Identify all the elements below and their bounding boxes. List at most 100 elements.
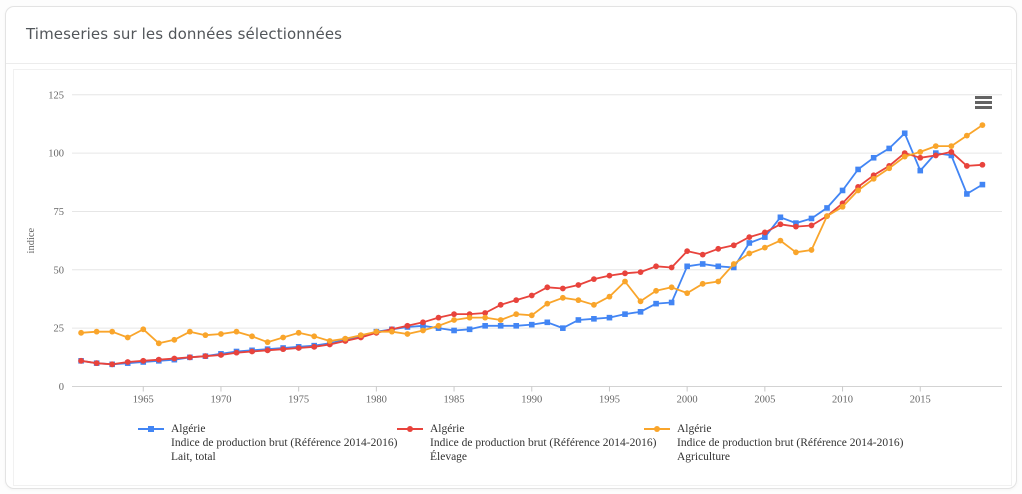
data-point [979, 181, 986, 188]
data-point [839, 203, 846, 210]
x-axis-labels: 1965 1970 1975 1980 1985 1990 1995 2000 2005 2010… [133, 395, 931, 406]
data-point [808, 215, 815, 222]
data-point [218, 331, 224, 337]
chart-context-menu-button[interactable] [972, 94, 996, 114]
y-axis-title: indice [26, 227, 37, 253]
data-point [948, 143, 955, 149]
data-point [761, 229, 768, 236]
data-point [420, 319, 426, 326]
data-point [186, 328, 193, 335]
data-point [78, 329, 84, 336]
data-point [684, 248, 691, 255]
data-point [777, 221, 784, 228]
data-point [668, 264, 675, 271]
data-point [824, 205, 830, 211]
x-tick-label: 1980 [366, 395, 387, 406]
data-point [326, 338, 333, 344]
legend-item-elevage[interactable]: Algérie Indice de production brut (Référ… [397, 422, 656, 464]
x-tick-label: 1985 [444, 395, 465, 406]
data-point [979, 122, 986, 128]
data-point [761, 244, 768, 251]
data-point [373, 328, 380, 335]
data-point [466, 326, 473, 333]
data-point [482, 323, 488, 329]
data-point [622, 270, 628, 277]
legend-indicator: Indice de production brut (Référence 201… [430, 437, 657, 449]
data-point [730, 261, 737, 267]
data-point [699, 261, 706, 267]
legend-indicator: Indice de production brut (Référence 201… [171, 437, 398, 449]
data-point [528, 292, 535, 299]
data-point [560, 325, 566, 331]
data-point [606, 314, 613, 321]
data-point [140, 326, 147, 333]
data-point [280, 334, 287, 341]
data-point [637, 298, 644, 305]
data-point [544, 284, 551, 291]
data-point [684, 263, 690, 270]
data-point [793, 220, 799, 226]
data-point [435, 322, 442, 329]
data-point [109, 361, 116, 368]
data-point [513, 323, 520, 329]
data-point [280, 346, 287, 353]
legend-item-agriculture[interactable]: Algérie Indice de production brut (Référ… [644, 422, 903, 464]
data-point [699, 280, 706, 287]
data-point [870, 154, 877, 161]
data-point [963, 163, 970, 169]
y-tick-label: 100 [48, 149, 64, 160]
data-point [482, 310, 489, 316]
data-point [964, 191, 970, 197]
data-point [420, 327, 426, 334]
legend-indicator: Indice de production brut (Référence 201… [677, 437, 904, 449]
data-point [777, 237, 784, 244]
data-point [917, 149, 924, 155]
data-point [762, 234, 768, 240]
x-tick-label: 1965 [133, 395, 154, 406]
data-point [606, 272, 613, 279]
y-tick-label: 25 [54, 324, 65, 335]
data-point [264, 339, 271, 346]
data-point [233, 328, 240, 335]
data-point [218, 352, 224, 358]
series-0 [78, 130, 986, 368]
data-point [793, 249, 799, 256]
x-tick-label: 2005 [754, 395, 775, 406]
data-point [963, 132, 970, 139]
grid-lines [72, 94, 1002, 387]
data-point [668, 299, 675, 306]
data-point [591, 316, 597, 322]
data-point [559, 294, 566, 301]
data-point [124, 359, 131, 365]
data-point [746, 240, 753, 246]
data-point [606, 293, 613, 300]
data-point [295, 345, 302, 351]
x-tick-label: 2000 [677, 395, 698, 406]
y-tick-label: 125 [48, 90, 64, 101]
legend-item-lait-total[interactable]: Algérie Indice de production brut (Référ… [138, 422, 397, 464]
data-point [420, 323, 426, 329]
data-point [622, 311, 628, 317]
data-point [155, 356, 162, 363]
data-point [404, 322, 411, 329]
data-point [932, 143, 939, 149]
data-point [684, 290, 691, 297]
series-marker-circle-icon [644, 423, 670, 436]
data-point [155, 340, 162, 347]
data-point [746, 234, 753, 241]
data-point [466, 314, 473, 321]
chart-panel: 0 25 50 75 100 125 1965 1970 1975 1980 1985 1990 199… [13, 69, 1012, 486]
y-tick-label: 50 [54, 265, 65, 276]
data-point [637, 269, 644, 276]
data-point [497, 323, 504, 329]
data-point [513, 311, 520, 318]
data-point [357, 332, 364, 339]
data-point [622, 278, 628, 285]
data-point [948, 152, 955, 159]
data-point [901, 130, 908, 137]
x-tick-label: 2015 [910, 395, 931, 406]
data-point [730, 264, 737, 271]
data-point [808, 222, 815, 229]
data-point [451, 317, 457, 323]
data-point [886, 145, 892, 152]
